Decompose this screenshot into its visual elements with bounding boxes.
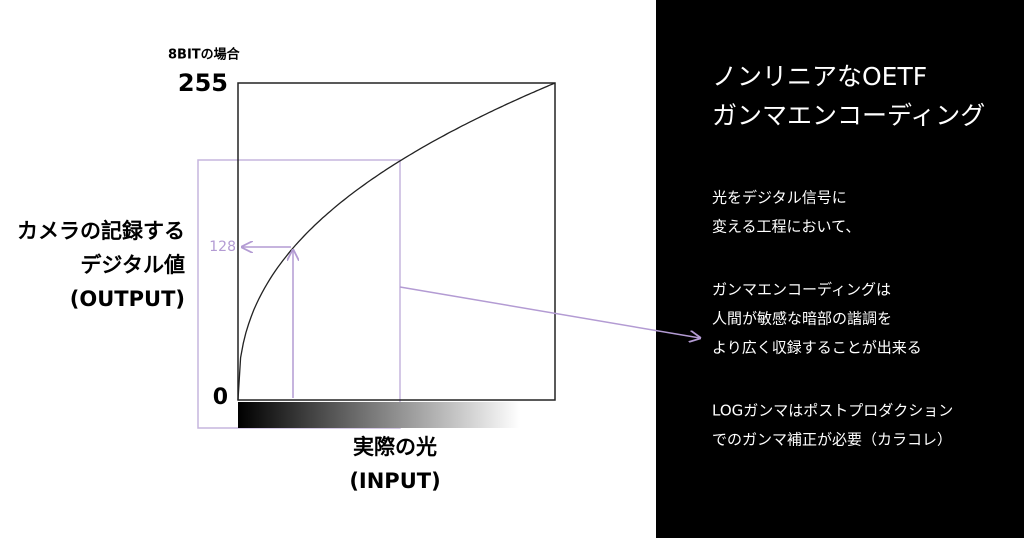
paragraph-line: より広く収録することが出来る — [712, 339, 922, 357]
plot-frame — [237, 82, 556, 401]
light-gradient — [238, 402, 520, 428]
bit-note: 8BITの場合 — [168, 47, 241, 63]
paragraph-line: ガンマエンコーディングは — [712, 281, 891, 299]
y-top-label: 255 — [178, 69, 228, 97]
left-area — [0, 0, 656, 538]
x-title-line: 実際の光 — [353, 435, 437, 459]
y-title-line: デジタル値 — [80, 253, 185, 277]
panel-text: ノンリニアなOETF ガンマエンコーディング 光をデジタル信号に 変える工程にお… — [712, 62, 985, 449]
paragraph-line: 変える工程において、 — [712, 218, 860, 236]
y-title-line: (OUTPUT) — [70, 287, 185, 311]
y-bottom-label: 0 — [213, 385, 228, 410]
y-title-line: カメラの記録する — [17, 219, 185, 243]
callout-arrow — [399, 286, 700, 338]
paragraph-line: でのガンマ補正が必要（カラコレ） — [712, 431, 952, 449]
panel-title: ガンマエンコーディング — [712, 101, 985, 130]
panel-title: ノンリニアなOETF — [712, 62, 927, 91]
x-title-line: (INPUT) — [349, 469, 440, 493]
y-mid-label: 128 — [209, 239, 236, 255]
paragraph-line: 光をデジタル信号に — [712, 189, 847, 207]
paragraph-line: 人間が敏感な暗部の諧調を — [712, 310, 892, 328]
right-panel — [656, 0, 1024, 538]
paragraph-line: LOGガンマはポストプロダクション — [712, 402, 953, 420]
